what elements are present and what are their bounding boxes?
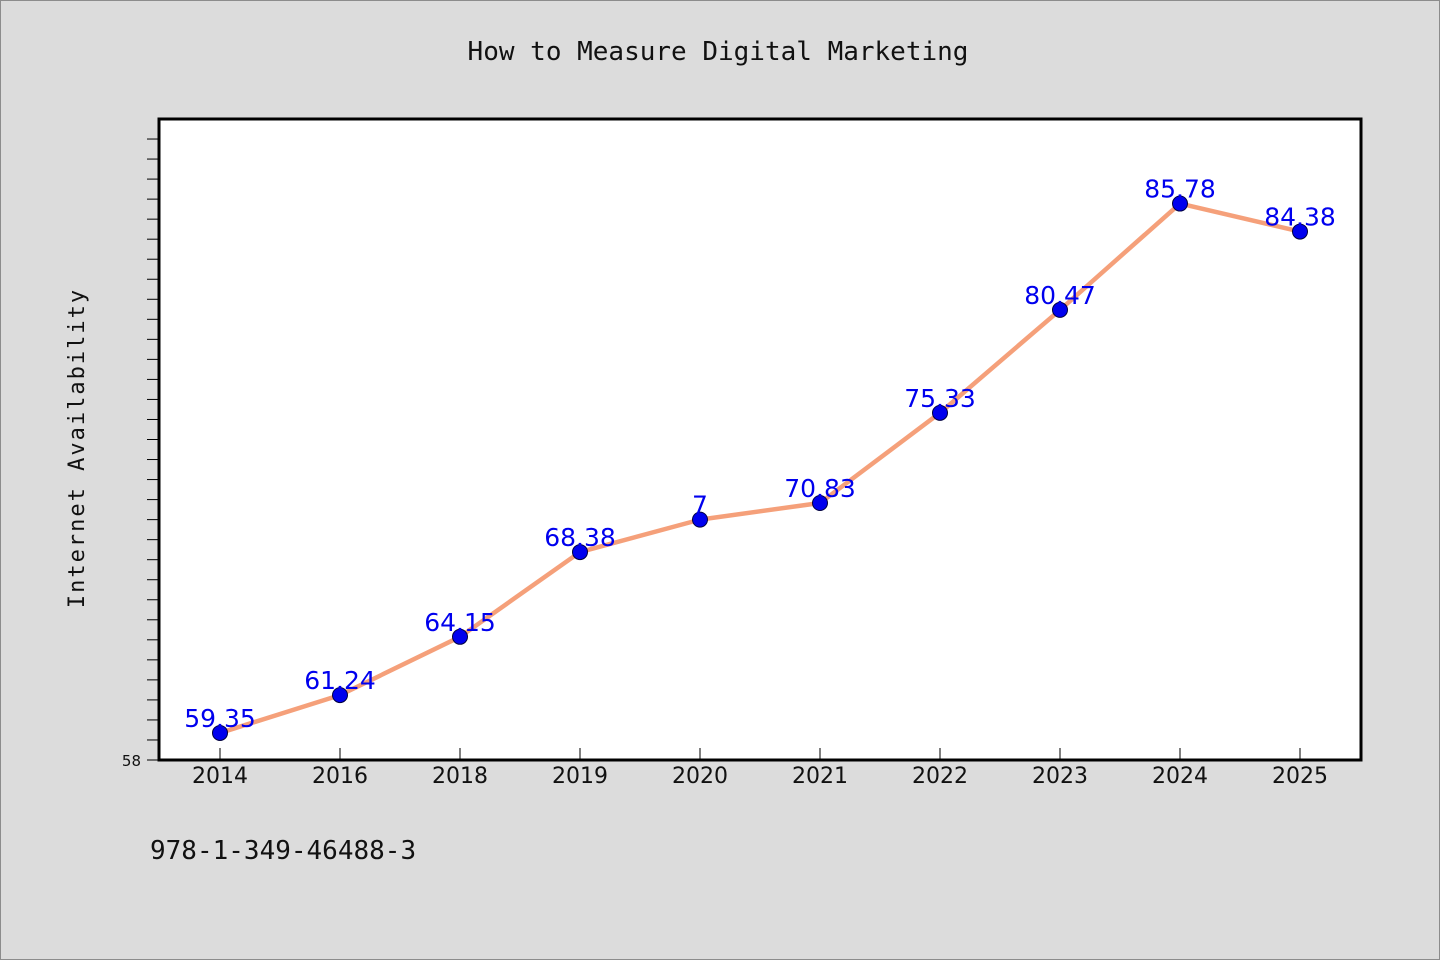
x-axis-tick-labels: 2014 2016 2018 2019 2020 2021 2022 2023 2024 2025: [192, 764, 1328, 789]
data-label: 68.38: [544, 523, 616, 552]
data-label: 85.78: [1144, 175, 1216, 204]
y-axis-minor-ticks: [147, 138, 159, 761]
data-point: [812, 494, 828, 511]
x-tick-label: 2021: [792, 764, 848, 789]
data-point: [1292, 223, 1308, 240]
data-point: [212, 724, 228, 741]
x-tick-label: 2025: [1272, 764, 1328, 789]
x-tick-label: 2024: [1152, 764, 1208, 789]
data-label: 75.33: [904, 384, 976, 413]
data-label: 59.35: [184, 704, 256, 733]
data-label: 84.38: [1264, 203, 1336, 232]
plot-area: [157, 117, 1363, 762]
data-point: [572, 544, 588, 561]
footer-code: 978-1-349-46488-3: [150, 836, 417, 866]
x-tick-label: 2016: [312, 764, 368, 789]
x-tick-label: 2019: [552, 764, 608, 789]
x-tick-label: 2022: [912, 764, 968, 789]
y-axis-tick-labels: 58: [122, 752, 141, 770]
y-axis-label: Internet Availability: [65, 288, 90, 608]
data-point: [332, 687, 348, 704]
data-label: 70.83: [784, 474, 856, 503]
series-line: [217, 201, 1303, 736]
x-tick-label: 2014: [192, 764, 248, 789]
data-labels: 59.35 61.24 64.15 68.38 7 70.83 75.33 80.47 85.7…: [184, 175, 1336, 733]
data-point: [1172, 195, 1188, 212]
data-markers: [212, 195, 1308, 741]
x-tick-label: 2023: [1032, 764, 1088, 789]
data-label: 7: [692, 491, 708, 520]
x-axis-ticks: [219, 748, 1301, 760]
x-tick-label: 2018: [432, 764, 488, 789]
data-point: [692, 511, 708, 528]
data-label: 64.15: [424, 608, 496, 637]
data-label: 61.24: [304, 666, 376, 695]
chart-title: How to Measure Digital Marketing: [468, 37, 969, 67]
data-point: [1052, 301, 1068, 318]
x-tick-label: 2020: [672, 764, 728, 789]
data-label: 80.47: [1024, 281, 1096, 310]
data-point: [932, 404, 948, 421]
y-tick-label: 58: [122, 752, 141, 770]
data-point: [452, 628, 468, 645]
